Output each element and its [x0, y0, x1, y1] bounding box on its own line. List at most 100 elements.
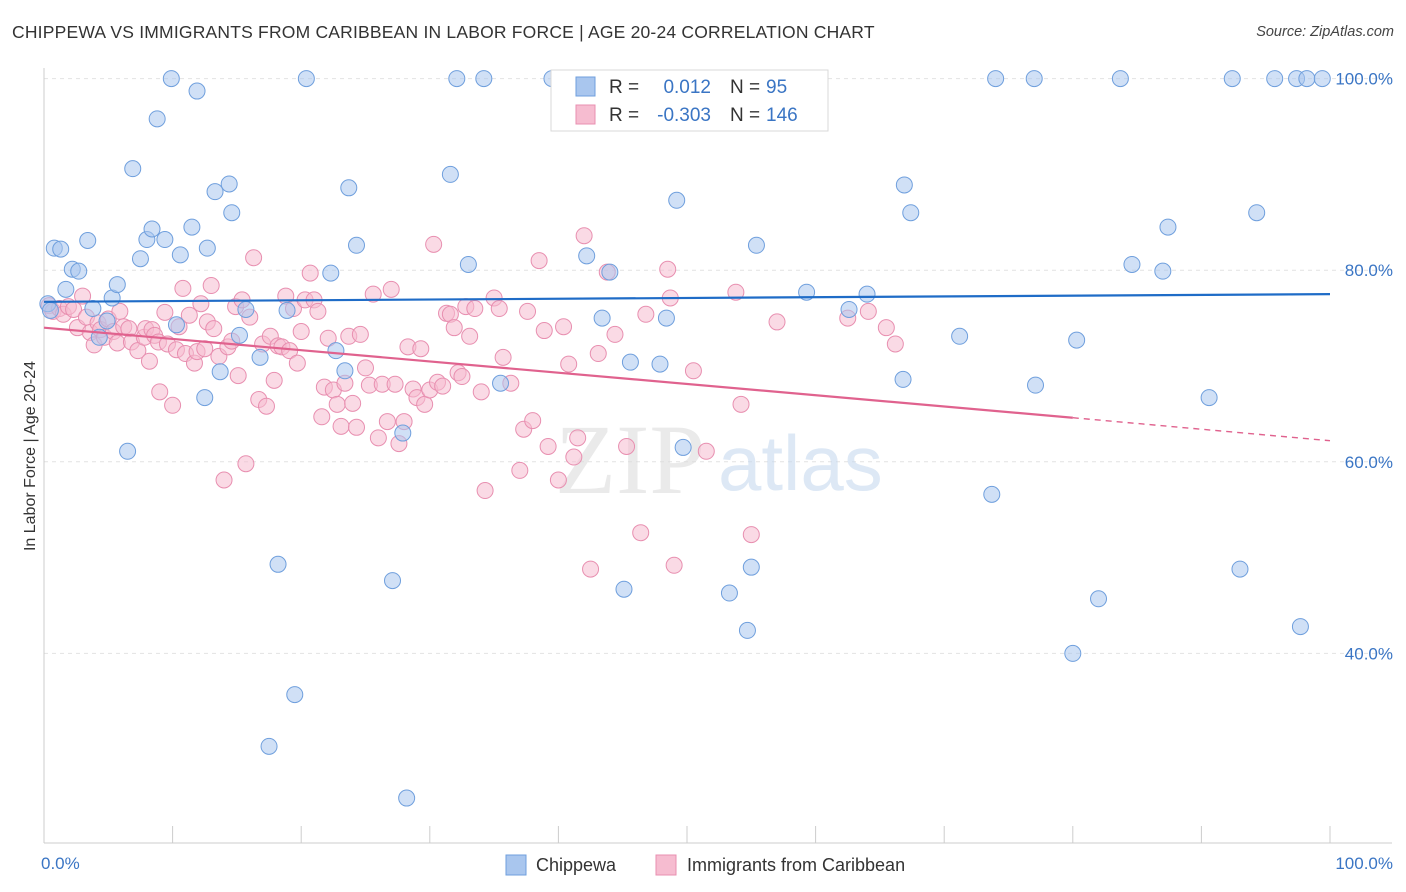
x-tick-label: 100.0% — [1335, 854, 1393, 873]
data-point — [615, 580, 633, 598]
data-point — [657, 309, 675, 327]
data-point — [79, 232, 97, 250]
data-point — [180, 306, 198, 324]
data-point — [237, 455, 255, 473]
y-tick-label: 40.0% — [1345, 644, 1393, 663]
data-point — [174, 279, 192, 297]
data-point — [697, 442, 715, 460]
data-point — [987, 70, 1005, 88]
data-point — [251, 348, 269, 366]
data-point — [1068, 331, 1086, 349]
trend-line — [43, 293, 1331, 303]
data-point — [659, 260, 677, 278]
data-point — [167, 316, 185, 334]
data-point — [124, 160, 142, 178]
data-point — [530, 252, 548, 270]
data-point — [461, 327, 479, 345]
data-point — [119, 442, 137, 460]
data-point — [108, 334, 126, 352]
data-point — [378, 413, 396, 431]
data-point — [448, 70, 466, 88]
data-point — [292, 323, 310, 341]
data-point — [575, 227, 593, 245]
data-point — [196, 389, 214, 407]
data-point — [738, 621, 756, 639]
data-point — [412, 340, 430, 358]
data-point — [441, 165, 459, 183]
legend-stats-swatch — [575, 104, 596, 125]
data-point — [211, 363, 229, 381]
data-point — [1111, 70, 1129, 88]
source-label: Source: ZipAtlas.com — [1256, 24, 1394, 40]
data-point — [476, 482, 494, 500]
legend-n-label: N = — [730, 105, 760, 126]
data-point — [156, 303, 174, 321]
data-point — [332, 417, 350, 435]
data-point — [328, 395, 346, 413]
y-tick-label: 60.0% — [1345, 453, 1393, 472]
series-caribbean-points — [40, 227, 904, 578]
data-point — [98, 312, 116, 330]
legend-n-value: 95 — [766, 77, 787, 98]
data-point — [902, 204, 920, 222]
legend-r-value: -0.303 — [657, 105, 711, 126]
data-point — [398, 789, 416, 807]
data-point — [336, 362, 354, 380]
data-point — [665, 556, 683, 574]
data-point — [183, 218, 201, 236]
watermark-atlas: atlas — [718, 419, 883, 507]
data-point — [192, 295, 210, 313]
data-point — [494, 348, 512, 366]
data-point — [229, 367, 247, 385]
data-point — [1064, 644, 1082, 662]
data-point — [445, 319, 463, 337]
legend-stats-swatch — [575, 76, 596, 97]
trend-line-extension — [1072, 417, 1331, 442]
data-point — [747, 236, 765, 254]
data-point — [472, 383, 490, 401]
legend-stats: R = 0.012 N = 95 R = -0.303 N = 146 — [550, 69, 829, 132]
data-point — [351, 325, 369, 343]
data-point — [164, 396, 182, 414]
data-point — [1159, 218, 1177, 236]
legend-stats-box — [550, 69, 829, 132]
data-point — [539, 437, 557, 455]
data-point — [877, 319, 895, 337]
legend-r-label: R = — [609, 105, 639, 126]
data-point — [569, 429, 587, 447]
data-point — [52, 240, 70, 258]
legend-series-swatch — [655, 854, 677, 876]
data-point — [322, 264, 340, 282]
data-point — [297, 70, 315, 88]
data-point — [459, 255, 477, 273]
data-point — [156, 231, 174, 249]
data-point — [742, 558, 760, 576]
data-point — [364, 285, 382, 303]
data-point — [535, 322, 553, 340]
data-point — [453, 368, 471, 386]
data-point — [269, 555, 287, 573]
data-point — [162, 70, 180, 88]
data-point — [840, 300, 858, 318]
data-point — [601, 263, 619, 281]
data-point — [188, 82, 206, 100]
data-point — [382, 280, 400, 298]
legend-r-label: R = — [609, 77, 639, 98]
chart-title: CHIPPEWA VS IMMIGRANTS FROM CARIBBEAN IN… — [12, 22, 875, 42]
data-point — [171, 246, 189, 264]
gridlines — [44, 78, 1392, 654]
data-point — [143, 220, 161, 238]
data-point — [57, 280, 75, 298]
legend-series-swatch — [505, 854, 527, 876]
data-point — [565, 448, 583, 466]
data-point — [859, 302, 877, 320]
data-point — [720, 584, 738, 602]
data-point — [555, 318, 573, 336]
watermark: ZIP atlas — [555, 404, 883, 515]
data-point — [286, 686, 304, 704]
data-point — [1313, 70, 1331, 88]
y-tick-label: 80.0% — [1345, 261, 1393, 280]
data-point — [951, 327, 969, 345]
data-point — [1090, 590, 1108, 608]
